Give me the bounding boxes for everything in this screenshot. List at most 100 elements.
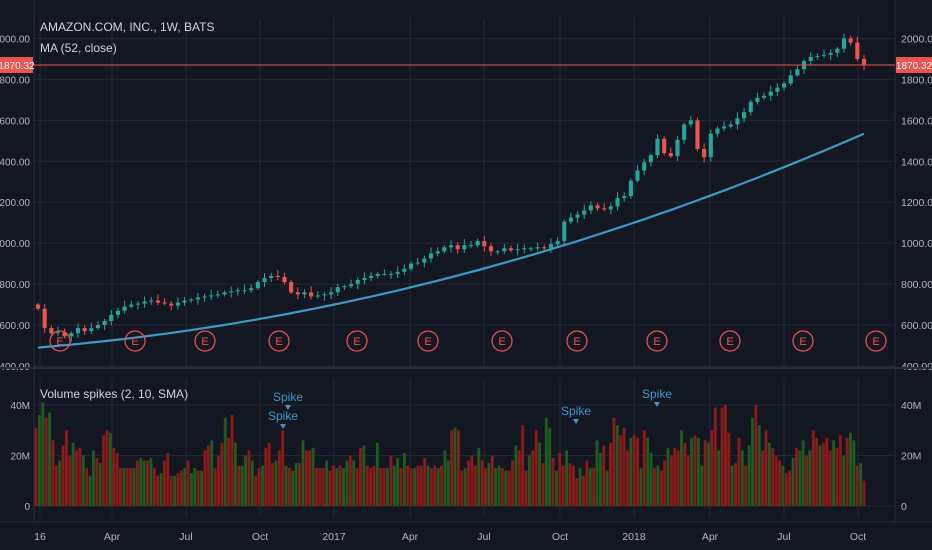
candle-body [828,52,833,55]
volume-bar [730,465,734,506]
candle-body [542,247,547,249]
candle-body [488,246,494,252]
volume-bar [659,470,663,506]
volume-bar [460,470,464,506]
volume-bar [720,407,724,506]
volume-bar [673,447,677,506]
volume-bar [703,440,707,506]
candle-body [229,291,234,293]
earnings-marker [417,330,439,352]
candle-body [368,275,374,278]
candle-body [122,306,127,311]
earnings-marker [566,330,588,352]
spike-arrow [654,402,660,407]
earnings-marker [346,330,368,352]
earnings-marker-label: E [424,336,431,348]
candle-body [861,58,867,66]
volume-bar [291,470,295,506]
candle-body [688,120,693,125]
volume-bar [193,468,197,506]
volume-bar [700,465,704,506]
volume-bar [828,450,832,506]
volume-bar [233,442,237,506]
time-tick-label: Apr [402,531,419,543]
candle-body [355,280,360,285]
volume-bar [348,455,352,506]
candle-body [295,292,300,295]
candle-body [815,55,820,57]
volume-bar [605,470,609,506]
candle-body [75,328,81,334]
spike-arrow [280,424,286,429]
candle-body [309,292,314,297]
volume-bar [822,442,825,506]
volume-bar [818,445,822,506]
volume-bar [487,463,491,506]
volume-bar [649,452,653,506]
volume-bar [771,447,775,506]
volume-bar [419,465,423,506]
volume-bar [402,452,406,506]
price-tick-label-right: 800.00 [901,279,932,291]
volume-bar [247,450,251,506]
volume-bar [598,452,602,506]
earnings-marker-label: E [872,336,879,348]
volume-bar [852,440,856,506]
volume-bar [345,460,349,506]
volume-bar [382,468,386,506]
time-tick-label: Jul [477,531,490,543]
candle-body [242,290,247,292]
volume-bar [849,432,852,506]
earnings-marker-label: E [799,336,806,348]
volume-bar [125,468,129,506]
candle-body [315,295,320,297]
volume-bar [511,460,514,506]
volume-bar [433,465,437,506]
volume-bar [680,430,683,506]
volume-bar [78,447,82,506]
time-tick-label: 2018 [622,531,646,543]
earnings-marker [792,330,814,352]
volume-bar [206,445,210,506]
last-price-tag-left [0,57,33,74]
volume-bar [676,450,680,506]
volume-bar [166,452,170,506]
volume-bar [544,417,548,506]
volume-bar [48,412,51,506]
volume-bar [693,435,697,506]
spike-label: Spike [273,390,303,404]
volume-bar [267,442,271,506]
volume-bar [105,430,109,506]
candle-body [115,310,121,315]
volume-bar [669,455,673,506]
volume-bar [61,445,65,506]
volume-bar [342,468,345,506]
candle-body [482,241,487,247]
candle-body [735,118,740,125]
candle-body [275,275,280,277]
candle-body [255,282,260,289]
volume-bar [129,468,133,506]
volume-bar [223,417,227,506]
candle-body [548,244,553,249]
volume-bar [541,463,545,506]
time-tick-label: Apr [702,531,719,543]
candle-body [855,42,860,59]
volume-bar [379,468,383,506]
candle-body [329,292,334,295]
volume-bar [328,470,332,506]
volume-bar [190,473,193,506]
volume-bar [622,427,626,506]
candle-body [775,87,780,92]
volume-bar [288,468,291,506]
volume-bar [92,450,95,506]
volume-bar [632,435,636,506]
candle-body [675,139,680,157]
candle-body [342,286,347,288]
volume-bar [85,468,89,506]
candle-body [635,170,640,181]
candle-body [508,248,514,251]
volume-bar [132,468,136,506]
volume-bar [832,440,836,506]
candle-body [622,196,627,199]
